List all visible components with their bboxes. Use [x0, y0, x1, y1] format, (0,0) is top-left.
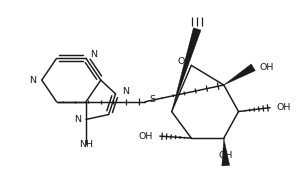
Text: O: O: [178, 57, 185, 66]
Text: N: N: [90, 50, 97, 59]
Text: OH: OH: [139, 132, 153, 141]
Text: OH: OH: [260, 63, 274, 72]
Text: OH: OH: [218, 151, 233, 160]
Text: N: N: [74, 115, 81, 124]
Text: S: S: [149, 95, 155, 104]
Polygon shape: [224, 64, 255, 85]
Text: N: N: [30, 76, 36, 85]
Text: NH: NH: [79, 140, 93, 149]
Text: N: N: [122, 87, 129, 96]
Text: OH: OH: [277, 103, 291, 112]
Polygon shape: [222, 138, 230, 166]
Polygon shape: [172, 28, 201, 111]
